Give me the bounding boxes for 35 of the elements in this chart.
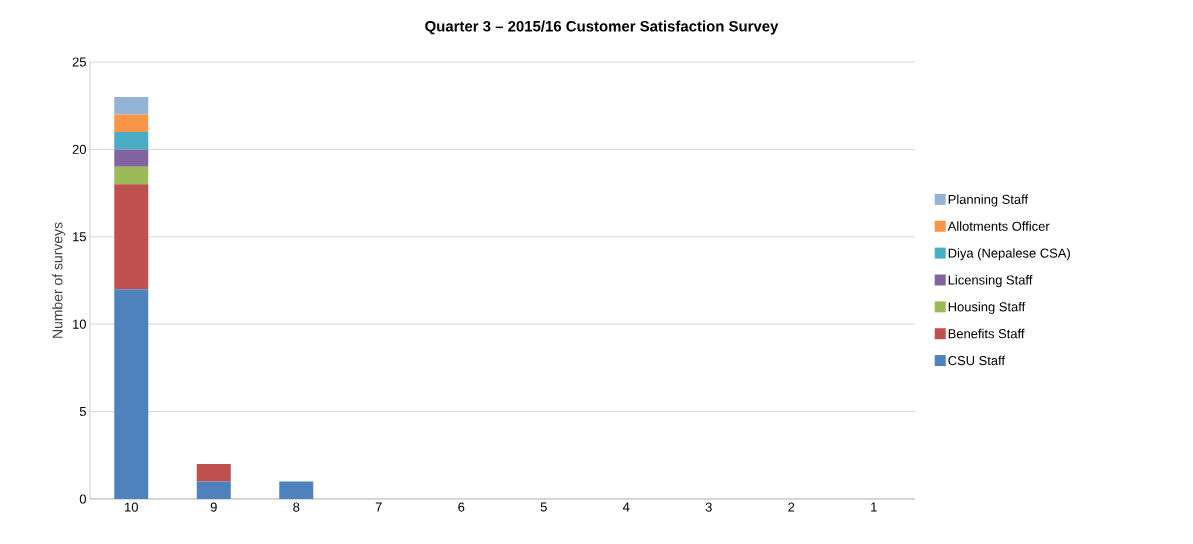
- x-tick-label: 7: [375, 502, 382, 512]
- legend-label: Allotments Officer: [947, 221, 1050, 231]
- x-tick-label: 5: [540, 502, 547, 512]
- legend-label: Housing Staff: [948, 301, 1026, 314]
- y-tick-label: 0: [79, 494, 86, 504]
- x-tick-label: 10: [125, 502, 138, 512]
- y-tick-label: 5: [79, 407, 86, 417]
- x-tick-label: 6: [458, 502, 465, 512]
- x-tick-label: 3: [705, 502, 712, 512]
- bar: [114, 149, 149, 167]
- x-tick-label: 8: [293, 502, 300, 512]
- y-tick-label: 20: [72, 144, 86, 154]
- legend-label: Diya (Nepalese CSA): [948, 248, 1070, 261]
- y-tick-label: 25: [72, 57, 86, 67]
- bar: [196, 481, 231, 499]
- bar: [114, 114, 149, 132]
- bar: [114, 289, 149, 499]
- bar: [114, 131, 149, 150]
- y-tick-label: 10: [73, 319, 86, 329]
- bar: [114, 184, 149, 290]
- x-tick-label: 9: [210, 502, 217, 512]
- legend-label: CSU Staff: [948, 355, 1006, 366]
- bar: [196, 464, 231, 482]
- bar: [114, 166, 149, 185]
- x-tick-label: 1: [871, 502, 877, 512]
- x-tick-label: 2: [788, 502, 795, 512]
- x-tick-label: 4: [622, 502, 630, 512]
- bar: [114, 96, 149, 115]
- y-tick-label: 15: [73, 232, 86, 242]
- bar: [279, 481, 314, 499]
- legend-label: Planning Staff: [948, 194, 1029, 207]
- y-axis-title: Number of surveys: [52, 222, 66, 338]
- chart-title: Quarter 3 – 2015/16 Customer Satisfaction Survey: [425, 20, 779, 35]
- legend-label: Licensing Staff: [948, 275, 1033, 288]
- legend-label: Benefits Staff: [948, 328, 1025, 339]
